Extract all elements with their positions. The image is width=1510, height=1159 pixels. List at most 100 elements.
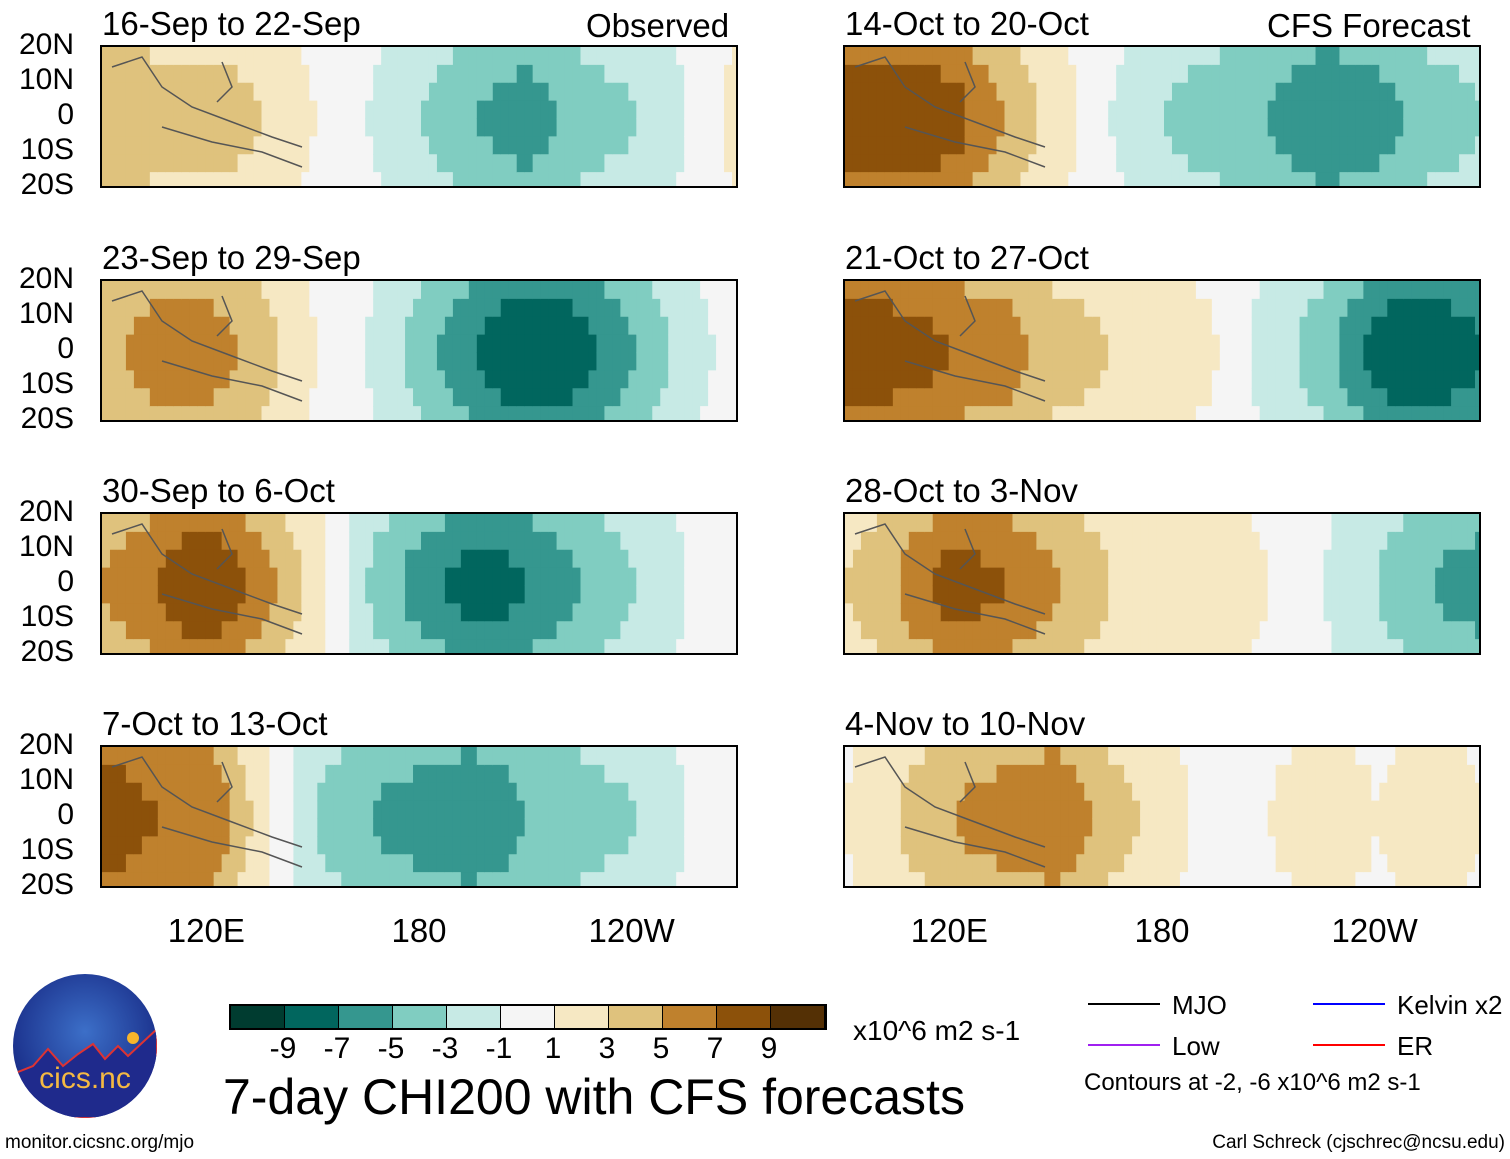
- chi-cell: [1012, 136, 1022, 155]
- chi-cell: [293, 549, 302, 569]
- chi-cell: [1004, 531, 1014, 551]
- chi-cell: [1387, 388, 1396, 407]
- chi-cell: [1219, 800, 1229, 820]
- chi-cell: [1203, 406, 1213, 420]
- chi-cell: [1315, 352, 1325, 371]
- chi-cell: [1299, 854, 1309, 873]
- chi-cell: [1307, 531, 1317, 551]
- chi-cell: [1355, 639, 1364, 653]
- chi-cell: [1092, 603, 1101, 622]
- chi-cell: [876, 836, 886, 855]
- chi-cell: [1124, 567, 1133, 587]
- chi-cell: [916, 818, 926, 837]
- chi-cell: [972, 818, 982, 837]
- chi-cell: [588, 531, 598, 551]
- chi-cell: [1331, 585, 1341, 604]
- chi-cell: [1164, 388, 1173, 407]
- chi-cell: [269, 406, 279, 420]
- chi-cell: [1371, 549, 1380, 569]
- chi-cell: [572, 603, 582, 622]
- chi-cell: [876, 388, 886, 407]
- chi-cell: [916, 621, 926, 640]
- chi-cell: [373, 370, 382, 389]
- chi-cell: [508, 585, 518, 604]
- chi-cell: [532, 818, 542, 837]
- chi-cell: [1068, 549, 1077, 569]
- chi-cell: [102, 118, 111, 137]
- chi-cell: [1475, 621, 1479, 640]
- chi-cell: [452, 118, 462, 137]
- chi-cell: [1108, 281, 1117, 300]
- chi-cell: [700, 118, 709, 137]
- chi-cell: [892, 836, 902, 855]
- chi-cell: [1283, 370, 1293, 389]
- chi-cell: [1299, 352, 1309, 371]
- chi-cell: [596, 603, 606, 622]
- chi-cell: [421, 334, 430, 354]
- chi-cell: [1267, 603, 1277, 622]
- chi-cell: [628, 639, 637, 653]
- chi-cell: [1179, 514, 1189, 533]
- chi-cell: [652, 747, 661, 766]
- chi-cell: [532, 800, 542, 820]
- chi-cell: [492, 172, 502, 186]
- chi-cell: [508, 406, 518, 420]
- chi-cell: [1164, 531, 1173, 551]
- chi-cell: [500, 136, 510, 155]
- chi-cell: [1179, 100, 1189, 120]
- chi-cell: [285, 549, 294, 569]
- chi-cell: [1219, 531, 1229, 551]
- chi-cell: [1323, 549, 1333, 569]
- chi-cell: [732, 281, 736, 300]
- chi-cell: [596, 64, 606, 84]
- chi-cell: [1419, 549, 1428, 569]
- chi-cell: [932, 549, 942, 569]
- chi-cell: [540, 316, 550, 336]
- chi-cell: [133, 854, 143, 873]
- chi-cell: [1116, 567, 1125, 587]
- chi-cell: [245, 298, 255, 318]
- chi-cell: [1164, 639, 1173, 653]
- chi-cell: [125, 782, 135, 802]
- chi-cell: [972, 872, 982, 886]
- chi-cell: [980, 154, 990, 173]
- chi-cell: [1291, 100, 1301, 120]
- chi-cell: [1291, 621, 1301, 640]
- chi-cell: [102, 800, 111, 820]
- chi-cell: [708, 406, 717, 420]
- chi-cell: [1475, 406, 1479, 420]
- chi-cell: [293, 352, 302, 371]
- chi-cell: [884, 531, 894, 551]
- chi-cell: [1443, 136, 1452, 155]
- chi-cell: [253, 800, 263, 820]
- chi-cell: [540, 782, 550, 802]
- chi-cell: [125, 585, 135, 604]
- chi-cell: [716, 621, 725, 640]
- chi-cell: [1068, 352, 1077, 371]
- chi-cell: [1020, 316, 1030, 336]
- chi-cell: [1243, 82, 1253, 102]
- chi-cell: [484, 82, 494, 102]
- chi-cell: [213, 47, 223, 66]
- chi-cell: [253, 100, 263, 120]
- chi-cell: [1052, 747, 1061, 766]
- chi-cell: [1171, 872, 1181, 886]
- chi-cell: [421, 388, 430, 407]
- chi-cell: [956, 621, 966, 640]
- chi-cell: [948, 281, 958, 300]
- chi-cell: [317, 764, 326, 784]
- chi-cell: [397, 388, 406, 407]
- chi-cell: [1052, 585, 1061, 604]
- chi-cell: [1203, 334, 1213, 354]
- chi-cell: [389, 782, 398, 802]
- chi-cell: [1355, 388, 1364, 407]
- chi-cell: [500, 549, 510, 569]
- chi-cell: [1387, 298, 1396, 318]
- chi-cell: [1140, 603, 1149, 622]
- chi-cell: [1187, 370, 1197, 389]
- chi-cell: [1475, 567, 1479, 587]
- chi-cell: [516, 118, 526, 137]
- chi-cell: [540, 388, 550, 407]
- chi-cell: [700, 800, 709, 820]
- chi-cell: [460, 764, 470, 784]
